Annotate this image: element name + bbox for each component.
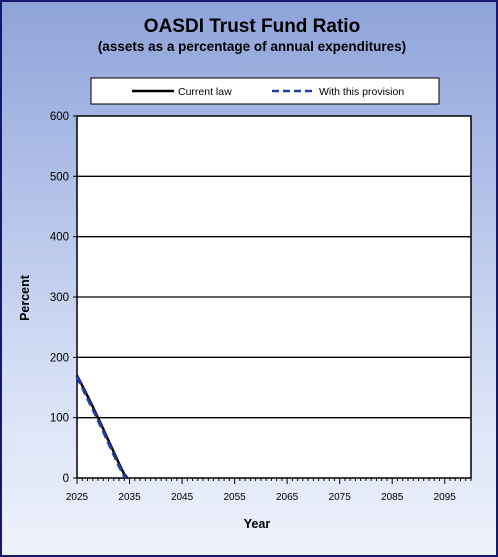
y-tick-label: 500: [50, 171, 69, 183]
x-tick-label: 2085: [381, 492, 404, 503]
y-tick-label: 600: [50, 111, 69, 123]
y-axis-label: Percent: [18, 274, 32, 321]
y-tick-label: 300: [50, 292, 69, 304]
x-tick-label: 2055: [223, 492, 246, 503]
x-tick-label: 2075: [329, 492, 352, 503]
x-tick-label: 2045: [171, 492, 194, 503]
x-tick-label: 2025: [66, 492, 89, 503]
y-tick-label: 100: [50, 413, 69, 425]
chart-subtitle: (assets as a percentage of annual expend…: [98, 39, 406, 54]
y-tick-label: 400: [50, 232, 69, 244]
chart-title: OASDI Trust Fund Ratio: [144, 16, 360, 37]
legend: Current law With this provision: [90, 77, 440, 105]
y-tick-label: 0: [63, 473, 69, 485]
legend-label-with-provision: With this provision: [319, 86, 404, 98]
series-line-with-provision: [75, 375, 128, 480]
x-tick-label: 2065: [276, 492, 299, 503]
series-lines: [75, 374, 129, 480]
x-axis-label: Year: [244, 517, 271, 531]
legend-label-current-law: Current law: [178, 86, 232, 98]
y-axis-ticks: 0 100 200 300 400 500 600: [50, 111, 77, 485]
x-tick-label: 2095: [434, 492, 457, 503]
grid-lines: [77, 175, 471, 419]
x-tick-label: 2035: [118, 492, 141, 503]
y-tick-label: 200: [50, 352, 69, 364]
x-axis-ticks: 2025 2035 2045 2055 2065 2075 2085 2095: [66, 478, 472, 503]
